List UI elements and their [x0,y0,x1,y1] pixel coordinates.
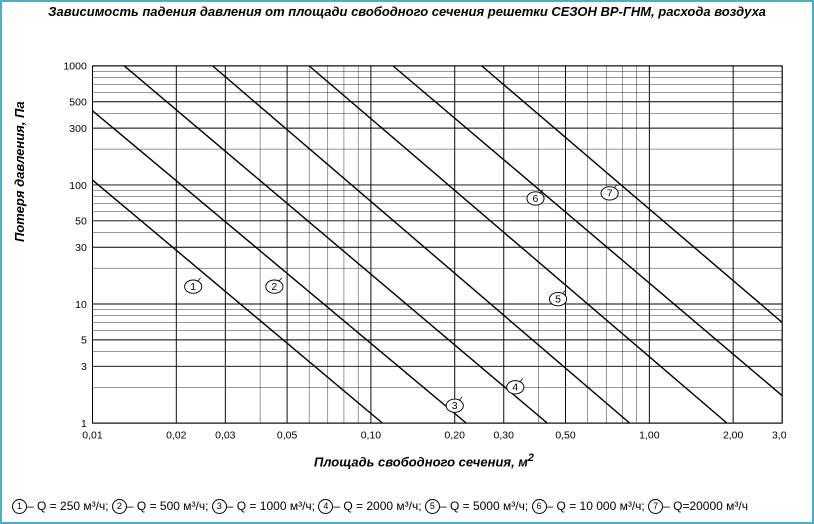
svg-text:0,20: 0,20 [445,430,466,441]
svg-text:1000: 1000 [63,62,86,73]
x-axis-label-sup: 2 [528,452,534,464]
legend-text-5: Q = 5000 м³/ч; [450,499,528,513]
legend-marker-6: 6 [532,499,547,514]
svg-text:500: 500 [69,98,87,109]
legend-text-1: Q = 250 м³/ч; [37,499,109,513]
svg-text:3: 3 [452,401,458,412]
legend-marker-7: 7 [648,499,663,514]
legend-marker-2: 2 [112,499,127,514]
svg-text:3: 3 [81,362,87,373]
svg-text:10: 10 [75,300,87,311]
svg-text:7: 7 [607,189,613,200]
svg-text:1,00: 1,00 [639,430,660,441]
svg-text:2,00: 2,00 [723,430,744,441]
chart-svg: 0,01 0,02 0,03 0,05 0,10 0,20 0,30 0,50 1,00 2,00… [62,57,786,452]
legend-text-7: Q=20000 м³/ч [673,499,748,513]
svg-text:0,30: 0,30 [494,430,515,441]
svg-text:100: 100 [69,181,87,192]
svg-text:0,05: 0,05 [277,430,298,441]
legend-marker-3: 3 [212,499,227,514]
y-axis-label: Потеря давления, Па [12,101,27,242]
svg-text:30: 30 [75,243,87,254]
legend-text-4: Q = 2000 м³/ч; [343,499,421,513]
plot-area: 0,010,020,030,050,100,200,300,501,002,00… [62,57,786,432]
svg-text:1: 1 [190,282,196,293]
svg-text:2: 2 [271,282,277,293]
x-axis-label: Площадь свободного сечения, м2 [62,452,786,469]
legend-text-2: Q = 500 м³/ч; [137,499,209,513]
svg-text:4: 4 [512,383,518,394]
svg-text:5: 5 [555,294,561,305]
svg-text:300: 300 [69,124,87,135]
legend-marker-4: 4 [318,499,333,514]
legend-text-6: Q = 10 000 м³/ч; [557,499,645,513]
svg-text:5: 5 [81,336,87,347]
svg-text:0,01: 0,01 [82,430,103,441]
legend-marker-1: 1 [12,499,27,514]
svg-text:50: 50 [75,217,87,228]
chart-title: Зависимость падения давления от площади … [16,4,798,19]
x-axis-label-text: Площадь свободного сечения, м [314,454,528,469]
chart-container: Зависимость падения давления от площади … [0,0,814,524]
svg-text:0,50: 0,50 [555,430,576,441]
legend-marker-5: 5 [425,499,440,514]
svg-text:6: 6 [533,194,539,205]
legend: 1– Q = 250 м³/ч; 2– Q = 500 м³/ч; 3– Q =… [12,499,748,514]
svg-text:0,03: 0,03 [215,430,236,441]
svg-text:1: 1 [81,419,87,430]
svg-text:3,00: 3,00 [772,430,786,441]
svg-text:0,10: 0,10 [361,430,382,441]
svg-text:0,02: 0,02 [166,430,187,441]
legend-text-3: Q = 1000 м³/ч; [237,499,315,513]
